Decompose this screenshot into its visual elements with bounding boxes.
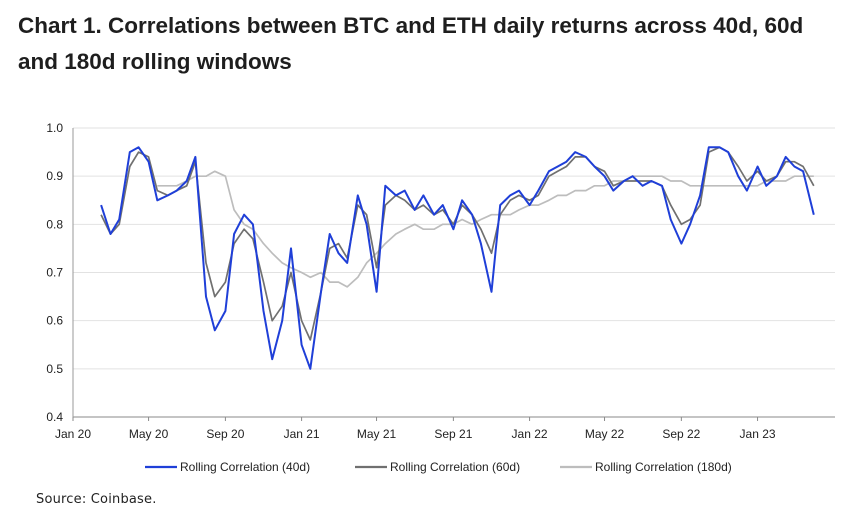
series-line-180d xyxy=(157,170,814,288)
y-tick-label: 1.0 xyxy=(46,121,63,135)
y-tick-label: 0.8 xyxy=(46,217,63,231)
x-tick-label: Sep 22 xyxy=(662,427,700,441)
y-tick-label: 0.5 xyxy=(46,362,63,376)
series-lines xyxy=(100,146,815,370)
x-tick-label: Jan 20 xyxy=(55,427,91,441)
legend-label: Rolling Correlation (40d) xyxy=(180,460,310,474)
y-tick-label: 0.7 xyxy=(46,266,63,280)
source-note: Source: Coinbase. xyxy=(36,492,157,507)
series-line-40d xyxy=(100,146,815,370)
chart-title: Chart 1. Correlations between BTC and ET… xyxy=(18,13,804,74)
x-tick-label: Jan 21 xyxy=(284,427,320,441)
y-tick-label: 0.4 xyxy=(46,410,63,424)
x-tick-label: May 20 xyxy=(129,427,169,441)
y-tick-label: 0.9 xyxy=(46,169,63,183)
legend-label: Rolling Correlation (60d) xyxy=(390,460,520,474)
x-tick-label: Sep 21 xyxy=(434,427,472,441)
x-tick-label: Jan 23 xyxy=(740,427,776,441)
y-axis-ticks: 0.4 0.5 0.6 0.7 0.8 0.9 1.0 xyxy=(46,121,63,424)
x-tick-label: Jan 22 xyxy=(512,427,548,441)
legend-label: Rolling Correlation (180d) xyxy=(595,460,732,474)
x-tick-label: May 21 xyxy=(357,427,397,441)
x-tick-label: May 22 xyxy=(585,427,625,441)
legend: Rolling Correlation (40d) Rolling Correla… xyxy=(145,460,732,474)
y-tick-label: 0.6 xyxy=(46,314,63,328)
x-tick-label: Sep 20 xyxy=(206,427,244,441)
gridlines xyxy=(72,127,835,418)
x-axis-ticks: Jan 20 May 20 Sep 20 Jan 21 May 21 Sep 21 Jan … xyxy=(55,417,776,441)
